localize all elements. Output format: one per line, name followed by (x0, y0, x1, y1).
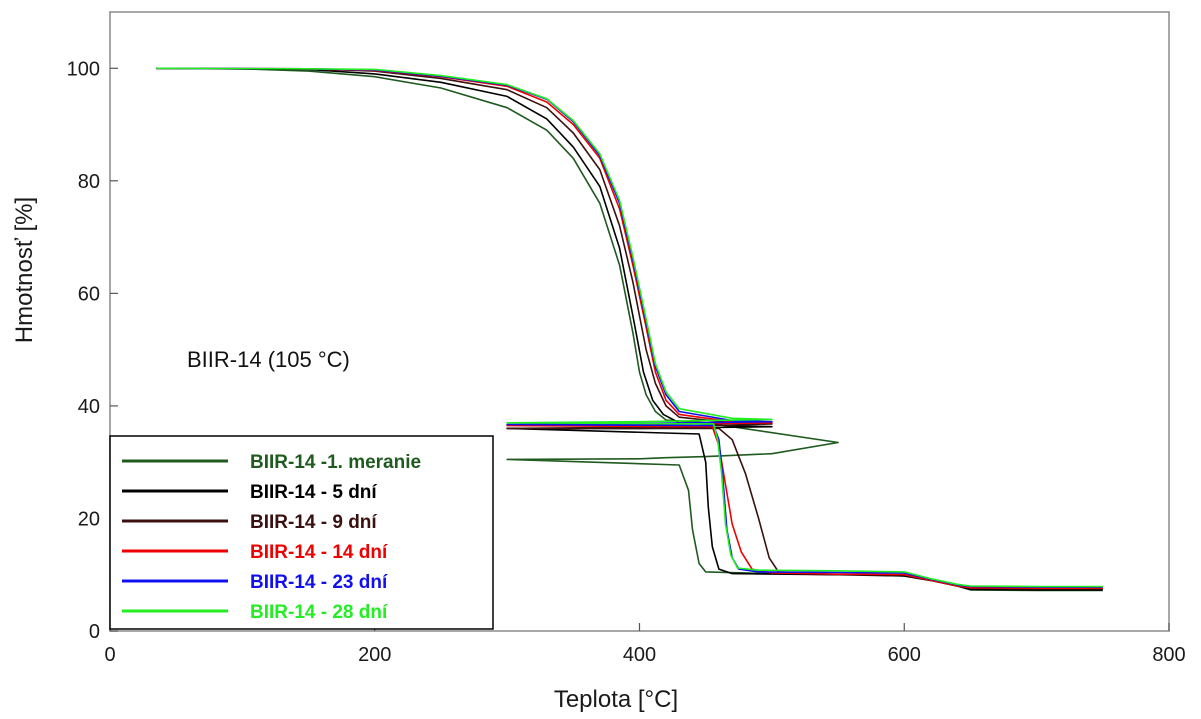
y-tick-label: 80 (78, 171, 100, 193)
y-axis-ticks: 0 20 40 60 80 100 (67, 58, 118, 643)
y-tick-label: 40 (78, 396, 100, 418)
legend: BIIR-14 -1. meranie BIIR-14 - 5 dní BIIR-1… (109, 435, 494, 630)
x-axis-ticks: 0 200 400 600 800 (104, 623, 1186, 666)
y-tick-label: 100 (67, 58, 100, 80)
series-line-6 (156, 67, 1103, 588)
x-tick-label: 0 (104, 644, 115, 666)
y-axis-title: Hmotnosť [%] (11, 197, 38, 343)
y-tick-label: 20 (78, 508, 100, 530)
legend-label-4: BIIR-14 - 14 dní (250, 542, 388, 563)
x-tick-label: 200 (358, 644, 391, 666)
series-layer (156, 67, 1103, 592)
series-line-2 (156, 67, 1103, 591)
y-tick-label: 60 (78, 283, 100, 305)
legend-label-1: BIIR-14 -1. meranie (250, 452, 421, 473)
legend-label-3: BIIR-14 - 9 dní (250, 512, 377, 533)
legend-label-6: BIIR-14 - 28 dní (250, 602, 388, 623)
x-tick-label: 600 (888, 644, 921, 666)
annotation-label: BIIR-14 (105 °C) (187, 347, 350, 372)
x-axis-title: Teplota [°C] (554, 686, 678, 713)
x-tick-label: 800 (1152, 644, 1185, 666)
legend-label-2: BIIR-14 - 5 dní (250, 482, 377, 503)
legend-box (109, 435, 494, 630)
y-tick-label: 0 (89, 621, 100, 643)
x-tick-label: 400 (623, 644, 656, 666)
legend-label-5: BIIR-14 - 23 dní (250, 572, 388, 593)
